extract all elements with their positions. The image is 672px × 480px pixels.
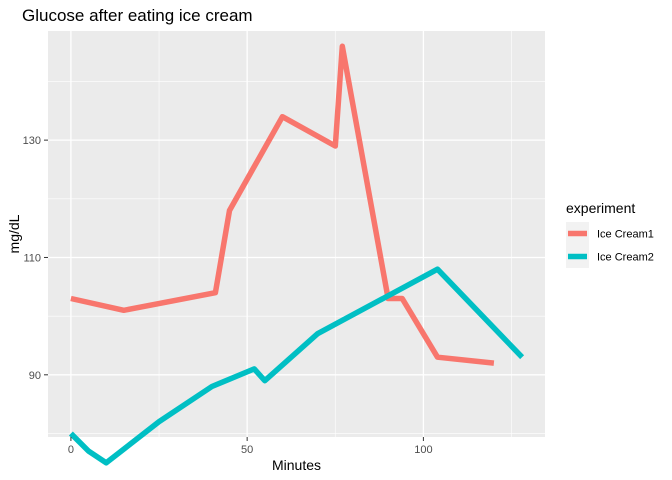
y-tick-label: 90 bbox=[29, 370, 41, 382]
legend: experiment Ice Cream1 Ice Cream2 bbox=[566, 200, 654, 268]
y-axis-title: mg/dL bbox=[6, 214, 22, 253]
legend-title: experiment bbox=[566, 200, 635, 216]
y-tick-label: 130 bbox=[23, 135, 41, 147]
legend-label: Ice Cream1 bbox=[597, 229, 654, 241]
grid-lines bbox=[48, 31, 545, 437]
x-tick-label: 0 bbox=[68, 444, 74, 456]
series-line bbox=[68, 266, 525, 466]
legend-items: Ice Cream1 Ice Cream2 bbox=[566, 222, 654, 268]
legend-label: Ice Cream2 bbox=[597, 252, 654, 264]
series-lines bbox=[68, 43, 525, 466]
y-tick-label: 110 bbox=[23, 252, 41, 264]
plot-panel bbox=[48, 31, 545, 437]
series-line bbox=[70, 43, 495, 366]
axes: 0 50 100 90 110 130 bbox=[23, 135, 433, 456]
chart-title: Glucose after eating ice cream bbox=[22, 6, 253, 25]
x-tick-label: 100 bbox=[414, 444, 432, 456]
x-tick-label: 50 bbox=[241, 444, 253, 456]
x-axis-title: Minutes bbox=[272, 457, 321, 473]
